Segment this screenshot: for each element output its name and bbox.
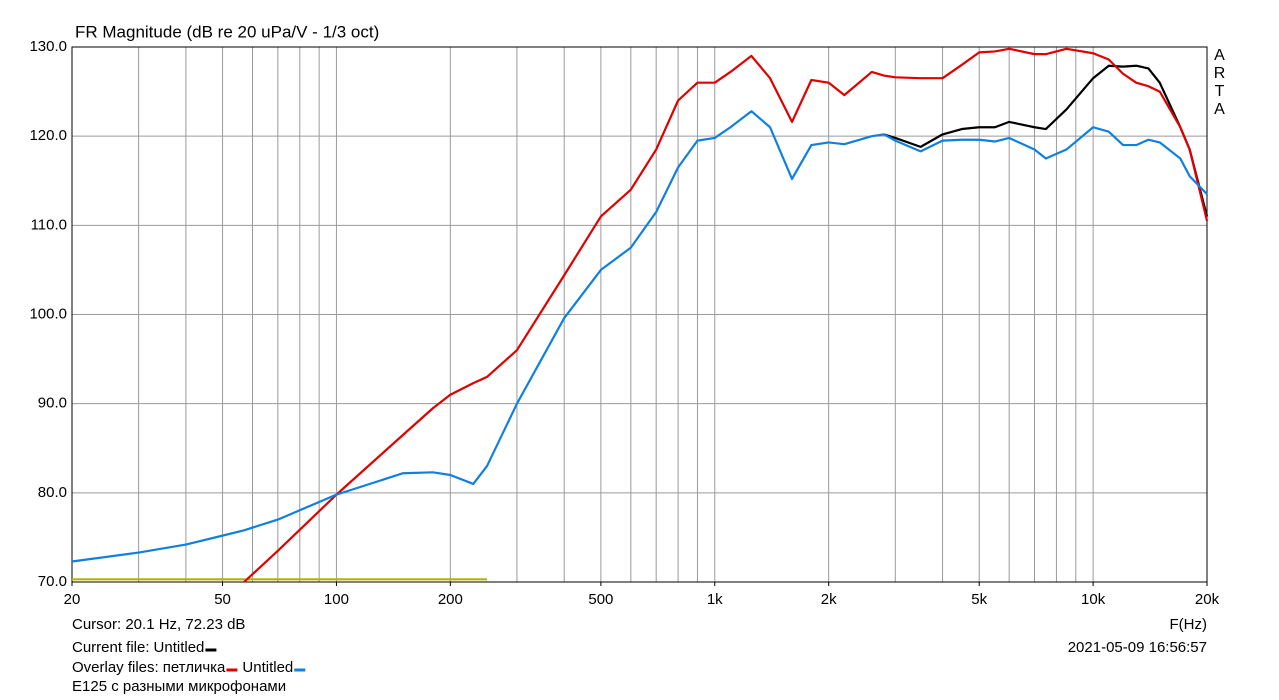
x-tick-label: 1k <box>707 591 723 608</box>
x-tick-label: 500 <box>588 591 613 608</box>
x-tick-label: 10k <box>1081 591 1106 608</box>
x-tick-label: 100 <box>324 591 349 608</box>
x-tick-label: 50 <box>214 591 231 608</box>
y-tick-label: 130.0 <box>29 38 67 55</box>
series-line <box>71 110 1208 563</box>
chart-title: FR Magnitude (dB re 20 uPa/V - 1/3 oct) <box>75 22 379 41</box>
legend-label: Current file: <box>72 639 150 656</box>
legend-entry: петличка <box>163 659 226 676</box>
x-axis-label: F(Hz) <box>1170 616 1208 633</box>
timestamp: 2021-05-09 16:56:57 <box>1068 639 1207 656</box>
x-tick-label: 5k <box>971 591 987 608</box>
watermark: ARTA <box>1211 47 1228 119</box>
x-tick-label: 20 <box>64 591 81 608</box>
cursor-readout: Cursor: 20.1 Hz, 72.23 dB <box>72 616 245 633</box>
series-line <box>883 64 1209 217</box>
y-tick-label: 70.0 <box>38 573 67 590</box>
series-line <box>243 47 1209 583</box>
y-tick-label: 110.0 <box>31 216 67 233</box>
note: E125 с разными микрофонами <box>72 678 286 695</box>
x-tick-label: 20k <box>1195 591 1220 608</box>
legend-entry: Untitled <box>242 659 293 676</box>
y-tick-label: 90.0 <box>38 395 67 412</box>
y-tick-label: 100.0 <box>29 305 67 322</box>
y-tick-label: 120.0 <box>29 127 67 144</box>
x-tick-label: 2k <box>821 591 837 608</box>
legend-entry: Untitled <box>154 639 205 656</box>
plot-frame <box>71 46 1208 583</box>
legend-label: Overlay files: <box>72 659 159 676</box>
y-tick-label: 80.0 <box>38 484 67 501</box>
x-tick-label: 200 <box>438 591 463 608</box>
